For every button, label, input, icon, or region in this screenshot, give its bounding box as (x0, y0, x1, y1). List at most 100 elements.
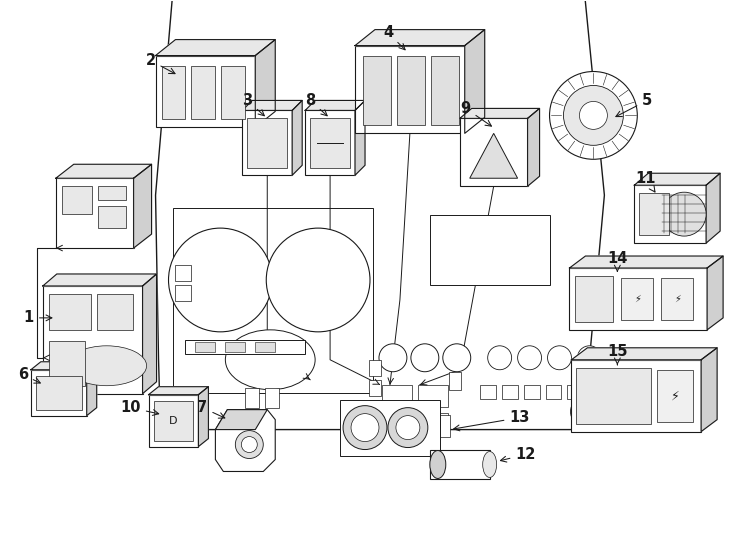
Bar (49, 294, 91, 330)
Bar (418, 415, 432, 436)
Bar (175, 285, 192, 301)
Bar (418, 413, 448, 435)
Polygon shape (528, 109, 539, 186)
Polygon shape (465, 30, 484, 133)
Polygon shape (56, 164, 151, 178)
Bar (639, 193, 669, 235)
Polygon shape (242, 100, 302, 110)
Text: 6: 6 (18, 367, 40, 383)
Bar (567, 384, 584, 399)
Polygon shape (31, 362, 97, 370)
Text: 9: 9 (461, 101, 492, 126)
Bar (369, 400, 381, 416)
Bar (369, 360, 381, 376)
Bar (242, 110, 292, 176)
Bar (418, 384, 448, 407)
Circle shape (411, 344, 439, 372)
Bar (369, 380, 381, 396)
Bar (98, 206, 126, 228)
Bar (245, 388, 259, 408)
Bar (570, 268, 707, 330)
Bar (195, 342, 215, 352)
Bar (355, 45, 465, 133)
Bar (305, 110, 355, 176)
Bar (222, 65, 245, 119)
Bar (97, 294, 133, 330)
Bar (310, 118, 350, 168)
Polygon shape (459, 109, 539, 118)
Ellipse shape (430, 450, 446, 478)
Polygon shape (215, 410, 275, 471)
Polygon shape (255, 39, 275, 127)
Polygon shape (156, 0, 604, 430)
Circle shape (266, 228, 370, 332)
Text: 8: 8 (305, 93, 327, 116)
Circle shape (236, 430, 264, 458)
Polygon shape (134, 164, 151, 248)
Bar (661, 278, 693, 320)
Circle shape (388, 408, 428, 448)
Circle shape (169, 228, 272, 332)
Bar (430, 215, 550, 285)
Bar (247, 118, 287, 168)
Bar (480, 384, 495, 399)
Text: ⚡: ⚡ (674, 294, 680, 304)
Bar (173, 208, 373, 393)
Bar (43, 286, 142, 394)
Circle shape (662, 192, 706, 236)
Bar (431, 56, 459, 125)
Bar (363, 56, 391, 125)
Bar (436, 415, 450, 436)
Circle shape (548, 346, 572, 370)
Polygon shape (43, 274, 156, 286)
Circle shape (396, 416, 420, 440)
Text: ⚡: ⚡ (634, 294, 641, 304)
Circle shape (517, 346, 542, 370)
Bar (265, 388, 279, 408)
Circle shape (579, 102, 607, 130)
Polygon shape (707, 256, 723, 330)
Bar (62, 186, 92, 214)
Bar (400, 415, 414, 436)
Bar (501, 384, 517, 399)
Text: 13: 13 (454, 410, 530, 431)
Bar (430, 449, 490, 480)
Bar (255, 342, 275, 352)
Circle shape (343, 406, 387, 449)
Circle shape (564, 85, 623, 145)
Bar (545, 384, 562, 399)
Circle shape (241, 436, 258, 453)
Bar (448, 372, 461, 390)
Text: D: D (170, 416, 178, 426)
Text: 14: 14 (607, 251, 628, 272)
Circle shape (379, 344, 407, 372)
Text: 1: 1 (23, 310, 52, 326)
Text: 4: 4 (383, 25, 405, 50)
Bar (382, 415, 396, 436)
Polygon shape (142, 274, 156, 394)
Polygon shape (292, 100, 302, 176)
Bar (459, 118, 528, 186)
Bar (161, 65, 186, 119)
Polygon shape (355, 30, 484, 45)
Polygon shape (198, 387, 208, 447)
Polygon shape (305, 100, 365, 110)
Bar (49, 341, 84, 386)
Polygon shape (572, 348, 717, 360)
Bar (156, 56, 255, 127)
Circle shape (570, 397, 598, 426)
Bar (397, 56, 425, 125)
Bar (382, 384, 412, 407)
Text: 10: 10 (120, 400, 159, 415)
Bar (175, 265, 192, 281)
Text: 15: 15 (607, 345, 628, 365)
Polygon shape (701, 348, 717, 431)
Bar (622, 278, 653, 320)
Text: 3: 3 (242, 93, 264, 116)
Text: 11: 11 (635, 171, 655, 192)
Text: 2: 2 (145, 53, 175, 73)
Text: 5: 5 (616, 93, 653, 117)
Bar (340, 400, 440, 456)
Bar (148, 395, 198, 447)
Polygon shape (87, 362, 97, 416)
